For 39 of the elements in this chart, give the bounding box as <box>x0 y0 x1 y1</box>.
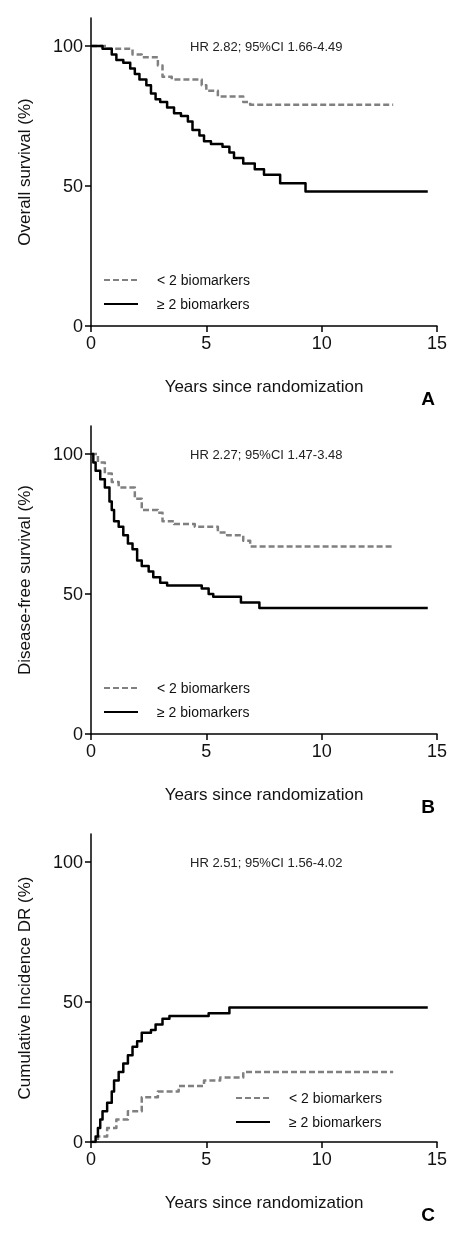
text: C <box>421 1204 436 1225</box>
y-tick-label: 100 <box>52 852 83 872</box>
x-tick-label: 10 <box>311 741 332 761</box>
legend-label: ≥ 2 biomarkers <box>157 704 250 720</box>
y-tick-label: 0 <box>72 1132 83 1152</box>
x-tick-label: 15 <box>426 333 448 353</box>
x-tick-label: 5 <box>201 1149 212 1169</box>
x-tick-label: 5 <box>201 741 212 761</box>
y-axis-title: Overall survival (%) <box>15 98 34 246</box>
legend-label: ≥ 2 biomarkers <box>289 1114 382 1130</box>
legend-label: ≥ 2 biomarkers <box>157 296 250 312</box>
legend-label: < 2 biomarkers <box>157 272 250 288</box>
x-tick-label: 0 <box>85 333 97 353</box>
y-axis-title: Disease-free survival (%) <box>15 485 34 675</box>
y-tick-label: 50 <box>62 176 83 196</box>
x-tick-label: 5 <box>201 333 212 353</box>
x-tick-label: 15 <box>426 741 448 761</box>
x-axis-title: Years since randomization <box>164 377 364 396</box>
y-tick-label: 50 <box>62 584 83 604</box>
legend-label: < 2 biomarkers <box>289 1090 382 1106</box>
y-tick-label: 100 <box>52 444 83 464</box>
y-tick-label: 0 <box>72 724 83 744</box>
x-tick-label: 0 <box>85 741 97 761</box>
text: A <box>421 388 436 409</box>
y-tick-label: 0 <box>72 316 83 336</box>
x-axis-title: Years since randomization <box>164 1193 364 1212</box>
x-axis-title: Years since randomization <box>164 785 364 804</box>
x-tick-label: 15 <box>426 1149 448 1169</box>
x-tick-label: 10 <box>311 1149 332 1169</box>
annotation: HR 2.27; 95%CI 1.47-3.48 <box>190 447 343 462</box>
y-tick-label: 100 <box>52 36 83 56</box>
x-tick-label: 10 <box>311 333 332 353</box>
annotation: HR 2.51; 95%CI 1.56-4.02 <box>190 855 343 870</box>
legend-label: < 2 biomarkers <box>157 680 250 696</box>
y-tick-label: 50 <box>62 992 83 1012</box>
annotation: HR 2.82; 95%CI 1.66-4.49 <box>190 39 343 54</box>
text: B <box>421 796 436 817</box>
y-axis-title: Cumulative Incidence DR (%) <box>15 876 34 1100</box>
x-tick-label: 0 <box>85 1149 97 1169</box>
